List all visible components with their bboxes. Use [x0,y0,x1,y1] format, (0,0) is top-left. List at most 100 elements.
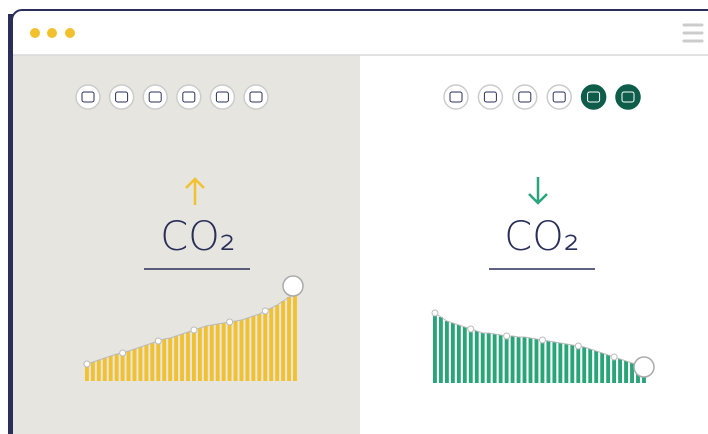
bar [85,364,89,381]
icon[interactable] [209,84,236,110]
bar [552,342,557,383]
icon[interactable] [477,84,504,110]
bar [630,363,634,383]
bar [251,316,256,381]
bar [281,301,286,381]
bar [600,353,605,383]
bar [138,347,143,381]
bar [227,322,232,381]
window-dot [65,28,75,38]
bar [504,336,509,383]
icon-glyph [249,91,263,103]
bar [433,313,437,383]
bar [576,346,581,383]
charts [83,275,655,383]
cloud-marker [282,275,304,297]
icon[interactable] [443,84,469,110]
bar [90,362,95,381]
icon-glyph [552,91,566,103]
left-panel [12,55,360,434]
icon[interactable] [580,84,607,110]
icon-glyph [449,91,463,103]
icon-glyph [621,91,635,103]
bar [516,337,521,383]
bar [618,359,623,383]
bar [197,328,202,381]
icon[interactable] [243,84,269,110]
bar [102,358,107,381]
bar [221,323,226,381]
icon[interactable] [176,84,202,110]
bar [510,336,515,383]
trend-point [190,326,198,334]
icon[interactable] [512,84,538,110]
bar [275,305,280,381]
bar [108,356,113,381]
trend-point [261,307,269,315]
bar [120,353,125,381]
bar [498,335,503,383]
trend-point [226,318,234,326]
bar [474,331,479,383]
bar [534,339,539,383]
bar [528,338,533,383]
bar [162,339,167,381]
icon-glyph [483,91,497,103]
trend-point [503,332,511,340]
bar [480,333,485,383]
menu-icon[interactable] [682,23,704,43]
bar [144,345,149,381]
trend-point [538,336,546,344]
window-edge [8,14,13,434]
icon[interactable] [108,84,135,110]
bar [168,338,173,381]
bar [263,311,268,381]
window-dot [47,28,57,38]
bar [564,344,569,383]
cloud-marker [633,356,655,378]
bar [174,336,179,381]
bar [594,351,599,383]
bar [522,337,527,383]
bar [456,325,461,383]
bar [186,332,190,381]
bar [558,343,563,383]
icon-glyph [182,91,196,103]
icon[interactable] [75,84,101,110]
icon-glyph [148,91,162,103]
bar [624,361,628,383]
co2-label: CO₂ [504,214,579,260]
bar [215,324,220,381]
trend-point [83,360,91,368]
bar [438,317,443,383]
icon-row [75,84,641,110]
up-arrow [185,177,205,205]
bar [588,349,593,383]
bar [257,314,262,381]
bar [180,334,184,381]
icon[interactable] [142,84,168,110]
icon-glyph [215,91,229,103]
bar [287,297,291,381]
down-arrow [528,177,548,205]
bar [612,357,617,383]
icon[interactable] [615,84,641,110]
bar [269,308,274,381]
bar [132,349,137,381]
bar [114,354,119,381]
bar [203,326,208,381]
window-dot [30,28,40,38]
bar [245,318,250,381]
bar [450,323,455,383]
bar [540,340,545,383]
trend-point [574,342,582,350]
bar [492,334,497,383]
bar [486,333,491,383]
bar [444,321,449,383]
icon[interactable] [546,84,572,110]
bar [126,351,131,381]
trend-point [119,349,127,357]
bar [606,355,611,383]
